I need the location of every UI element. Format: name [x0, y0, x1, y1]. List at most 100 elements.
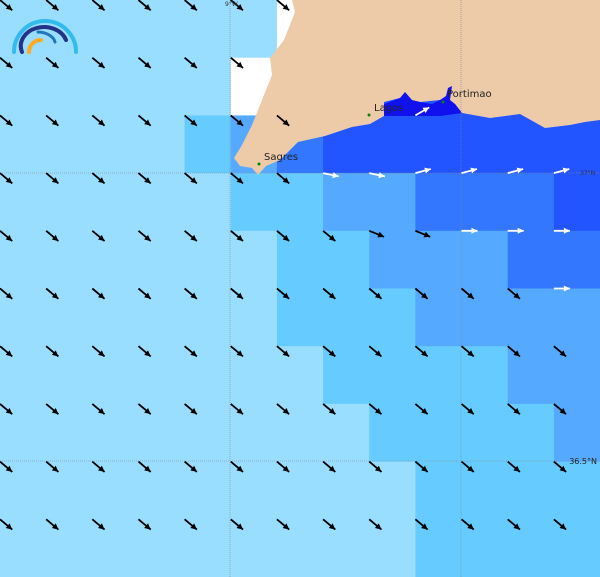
wave-arrow [460, 345, 475, 358]
wave-arrow [368, 403, 383, 415]
logo-icon [12, 19, 78, 54]
lagos-bay [384, 86, 462, 116]
wave-arrow [368, 229, 385, 238]
wave-cell [369, 519, 416, 577]
wave-cell [276, 230, 324, 289]
wave-arrow [461, 227, 478, 234]
wave-cell [415, 288, 463, 347]
wave-cell [507, 288, 555, 347]
wave-cell [0, 288, 47, 347]
wave-arrow [322, 403, 336, 415]
wave-cell [461, 115, 509, 174]
wave-arrow [414, 460, 429, 473]
wave-cell [92, 230, 139, 289]
wave-arrow [184, 460, 198, 473]
wave-arrow [276, 345, 290, 358]
wave-cell [507, 403, 555, 463]
wave-cell [92, 173, 139, 232]
wave-cell [46, 115, 93, 174]
wave-cell [230, 288, 278, 347]
wave-arrow [0, 403, 13, 415]
wave-arrow [460, 403, 475, 415]
wave-cell [46, 173, 93, 232]
wave-cell [323, 230, 370, 289]
wave-arrow [184, 345, 198, 358]
wave-arrow [276, 230, 290, 242]
wave-arrow [368, 460, 383, 473]
wave-arrow [322, 287, 336, 300]
wave-cell [230, 230, 278, 289]
town-marker [441, 100, 445, 104]
wave-cell [0, 346, 47, 405]
wave-cell [92, 288, 139, 347]
wave-cell [415, 519, 463, 577]
wave-cell [184, 115, 232, 174]
wave-cell [138, 0, 186, 59]
wave-arrow [0, 114, 13, 127]
wave-arrow [91, 0, 106, 11]
wave-cell [138, 288, 186, 347]
town-label-sagres: Sagres [264, 152, 298, 163]
wave-arrow [507, 518, 521, 531]
wave-cell [138, 346, 186, 405]
wave-cell [0, 461, 47, 520]
wave-cell [507, 230, 555, 289]
wave-cell [461, 519, 509, 577]
wave-arrow [0, 287, 13, 300]
wave-cell [323, 403, 370, 463]
wave-arrow [322, 172, 339, 179]
wave-cell [184, 230, 232, 289]
wave-arrow [91, 57, 106, 69]
wave-arrow [184, 114, 198, 127]
wave-arrow [184, 57, 198, 69]
wave-arrow [276, 172, 290, 185]
wave-arrow [553, 460, 567, 473]
wave-cell [369, 461, 416, 520]
wave-cell [184, 0, 232, 59]
wave-cell [46, 461, 93, 520]
wave-arrow [230, 460, 244, 473]
wave-cell [184, 288, 232, 347]
wave-cell [184, 461, 232, 520]
wave-arrow [414, 287, 429, 300]
wave-arrow [184, 0, 198, 11]
wave-arrow [414, 518, 429, 531]
wave-cell [0, 519, 47, 577]
wave-arrow [137, 0, 152, 11]
wave-cell [92, 519, 139, 577]
wave-cell [138, 173, 186, 232]
wave-cell [0, 403, 47, 463]
wave-cell [507, 346, 555, 405]
wave-arrow [368, 287, 383, 300]
wave-arrow [414, 106, 430, 117]
wave-cell [184, 57, 232, 116]
wave-cell [230, 519, 278, 577]
wave-cell [415, 230, 463, 289]
wave-arrow [45, 345, 59, 358]
wave-arrow [276, 403, 290, 415]
town-marker [367, 113, 371, 117]
wave-cell [461, 173, 509, 232]
wave-cell [46, 57, 93, 116]
wave-arrow [137, 460, 152, 473]
wave-cell [92, 57, 139, 116]
wave-cell [276, 461, 324, 520]
lon-label: 9°W [225, 1, 238, 8]
wave-arrow [137, 518, 152, 531]
wave-arrow [230, 0, 244, 11]
wave-arrow [322, 230, 336, 242]
wave-arrow [230, 287, 244, 300]
land [234, 0, 600, 175]
wave-arrow [414, 403, 429, 415]
wave-cell [507, 519, 555, 577]
wave-cell [276, 346, 324, 405]
wave-arrow [460, 460, 475, 473]
wave-cell [138, 519, 186, 577]
wave-arrow [507, 403, 521, 415]
wave-arrow [184, 518, 198, 531]
wave-arrow [230, 518, 244, 531]
wave-arrow [230, 403, 244, 415]
